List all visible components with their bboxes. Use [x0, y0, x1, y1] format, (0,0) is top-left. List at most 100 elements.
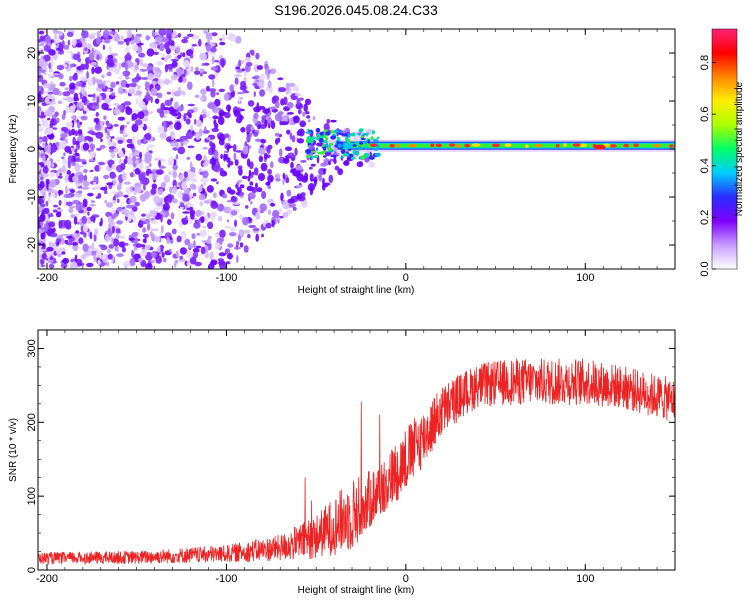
carrier-hotspot	[572, 143, 582, 147]
spectrogram-blob	[191, 44, 197, 47]
spectrogram-blob	[102, 29, 110, 39]
spectrogram-blob	[124, 90, 128, 94]
spectrogram-blob	[48, 101, 56, 105]
spectrogram-blob	[177, 33, 182, 38]
spectrogram-blob	[156, 60, 164, 66]
spectrogram-blob	[83, 168, 88, 174]
spectrogram-blob	[124, 62, 128, 72]
spectrogram-blob	[56, 64, 65, 71]
carrier-turbulence	[310, 156, 313, 160]
spectrogram-blob	[183, 59, 190, 68]
spectrogram-y-label: Frequency (Hz)	[8, 115, 19, 184]
spectrogram-blob	[187, 109, 195, 114]
spectrogram-blob	[326, 118, 331, 124]
spectrogram-blob	[106, 134, 110, 140]
spectrogram-blob	[104, 199, 108, 204]
spectrogram-blob	[61, 164, 67, 174]
spectrogram-blob	[236, 240, 240, 246]
spectrogram-blob	[90, 215, 96, 222]
spectrogram-blob	[265, 222, 272, 229]
spectrogram-blob	[38, 164, 42, 171]
spectrogram-blob	[40, 87, 44, 95]
carrier-hotspot	[555, 143, 560, 148]
carrier-hotspot	[491, 143, 501, 148]
spectrogram-blob	[49, 179, 57, 188]
spectrogram-blob	[116, 253, 124, 258]
carrier-turbulence	[318, 151, 325, 155]
carrier-turbulence	[305, 149, 312, 154]
spectrogram-blob	[126, 138, 134, 144]
spectrogram-blob	[167, 157, 175, 166]
spectrogram-blob	[157, 78, 164, 86]
spectrogram-blob	[187, 64, 192, 74]
spectrogram-blob	[138, 52, 146, 58]
spectrogram-blob	[216, 181, 219, 185]
spectrogram-blob	[158, 29, 167, 36]
spectrogram-blob	[220, 153, 224, 160]
y-tick-label: 0	[26, 567, 38, 573]
spectrogram-blob	[154, 235, 160, 243]
spectrogram-blob	[39, 213, 46, 222]
spectrogram-blob	[63, 44, 70, 50]
spectrogram-blob	[131, 136, 136, 145]
carrier-hotspot	[653, 143, 661, 148]
spectrogram-blob	[239, 230, 243, 236]
spectrogram-blob	[74, 158, 82, 162]
spectrogram-blob	[225, 261, 231, 265]
spectrogram-blob	[145, 35, 150, 41]
spectrogram-blob	[117, 116, 125, 121]
spectrogram-blob	[93, 176, 98, 184]
spectrogram-blob	[45, 220, 52, 223]
spectrogram-blob	[211, 56, 215, 65]
spectrogram-blob	[170, 136, 175, 140]
spectrogram-blob	[95, 112, 99, 117]
spectrogram-blob	[38, 242, 42, 246]
spectrogram-blob	[87, 102, 95, 111]
spectrogram-blob	[229, 84, 235, 93]
spectrogram-blob	[237, 107, 241, 111]
spectrogram-blob	[274, 132, 280, 137]
spectrogram-blob	[72, 175, 79, 183]
spectrogram-blob	[229, 189, 236, 195]
spectrogram-blob	[134, 119, 143, 126]
spectrogram-blob	[103, 174, 110, 180]
spectrogram-blob	[194, 94, 200, 99]
spectrogram-blob	[163, 257, 167, 263]
spectrogram-blob	[241, 68, 245, 72]
spectrogram-blob	[154, 36, 162, 43]
spectrogram-blob	[237, 68, 243, 73]
spectrogram-blob	[151, 174, 157, 181]
spectrogram-blob	[242, 89, 248, 94]
spectrogram-blob	[286, 209, 293, 215]
spectrogram-blob	[179, 135, 188, 142]
spectrogram-blob	[237, 179, 242, 183]
spectrogram-blob	[211, 127, 219, 133]
spectrogram-blob	[87, 211, 90, 216]
spectrogram-blob	[82, 142, 90, 151]
spectrogram-blob	[282, 212, 289, 218]
carrier-turbulence	[360, 155, 366, 160]
spectrogram-blob	[166, 91, 171, 95]
spectrogram-blob	[73, 72, 78, 77]
spectrogram-blob	[51, 118, 54, 125]
spectrogram-blob	[113, 238, 119, 247]
spectrogram-blob	[119, 235, 126, 240]
spectrogram-blob	[40, 203, 46, 208]
spectrogram-blob	[160, 158, 163, 162]
spectrogram-blob	[211, 32, 218, 37]
x-tick-label: 0	[403, 272, 409, 284]
spectrogram-blob	[141, 77, 149, 80]
spectrogram-blob	[174, 121, 182, 131]
x-tick-label: -100	[215, 573, 237, 585]
spectrogram-blob	[263, 152, 268, 160]
spectrogram-blob	[157, 125, 165, 134]
spectrogram-blob	[165, 80, 173, 83]
spectrogram-blob	[207, 39, 211, 45]
spectrogram-blob	[298, 97, 304, 101]
spectrogram-blob	[122, 72, 126, 76]
spectrogram-blob	[67, 155, 73, 163]
spectrogram-blob	[163, 120, 167, 128]
carrier-hotspot	[593, 144, 606, 150]
carrier-turbulence	[374, 152, 381, 158]
spectrogram-blob	[287, 83, 296, 87]
